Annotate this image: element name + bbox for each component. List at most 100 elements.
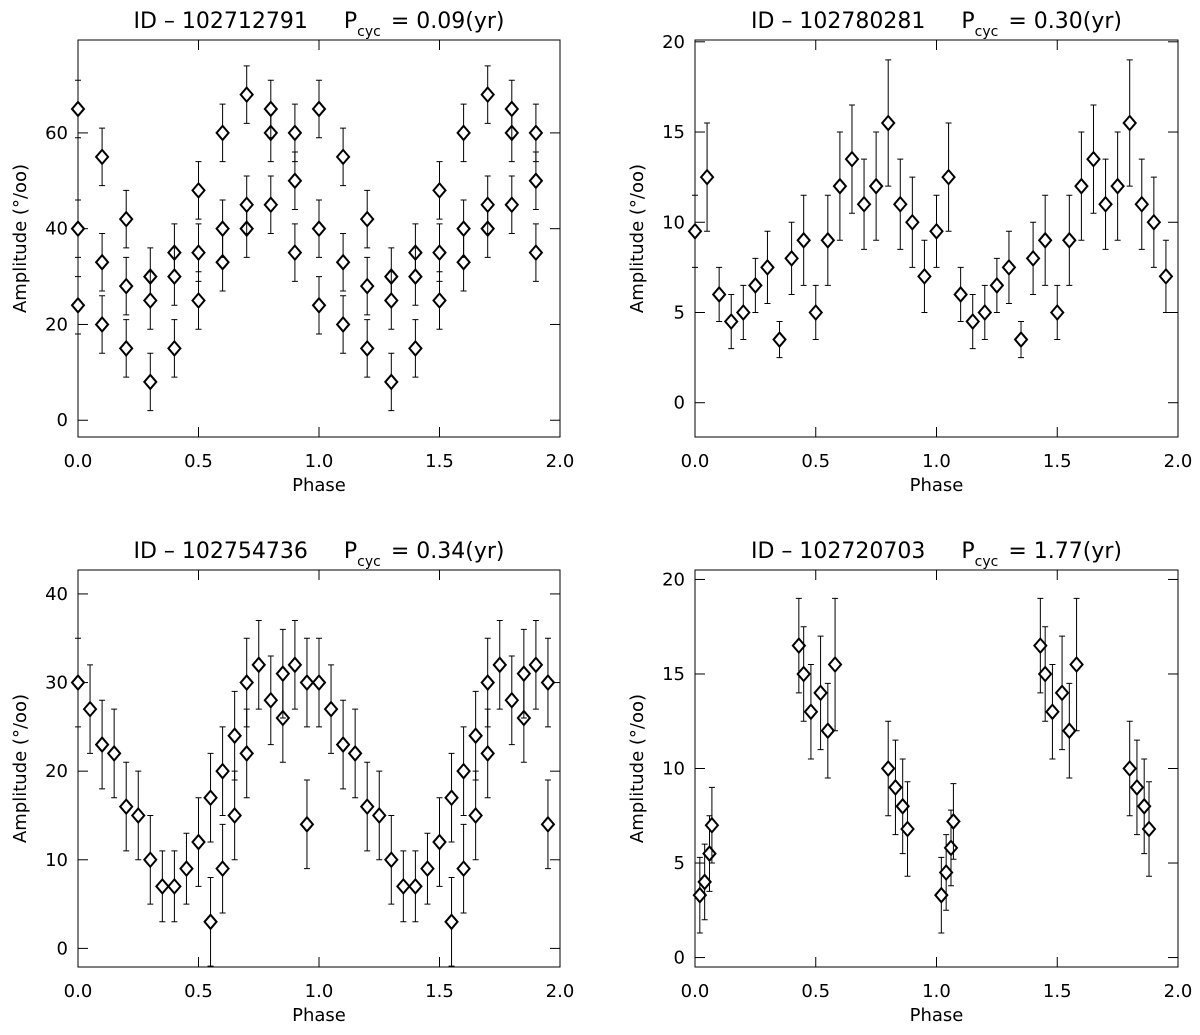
point (359, 798, 375, 816)
point (432, 244, 447, 262)
point (311, 296, 327, 314)
point (444, 913, 459, 931)
title-id: ID – 102754736 (133, 539, 307, 564)
y-tick-label: 30 (45, 673, 68, 694)
plot-frame (694, 569, 1179, 968)
point (880, 114, 896, 132)
point (480, 744, 496, 762)
y-axis-label: Amplitude (°/oo) (10, 164, 31, 313)
point (791, 637, 807, 655)
title-period: P (344, 539, 357, 564)
point (239, 744, 255, 762)
y-tick-label: 15 (662, 664, 685, 685)
point (142, 851, 158, 869)
point (492, 656, 508, 674)
y-tick-label: 20 (662, 32, 685, 53)
point (335, 736, 351, 754)
title-sub: cyc (357, 554, 381, 570)
point (118, 277, 134, 295)
point (383, 291, 399, 310)
point (408, 877, 423, 895)
x-tick-label: 1.0 (922, 981, 951, 1002)
point (420, 860, 435, 878)
point (432, 291, 447, 310)
point (1136, 797, 1152, 815)
point (1045, 703, 1060, 721)
title-id: ID – 102780281 (751, 9, 925, 34)
y-tick-label: 20 (45, 314, 68, 335)
point (359, 210, 375, 228)
point (82, 700, 98, 718)
point (227, 806, 242, 825)
y-tick-label: 0 (57, 938, 68, 959)
point (70, 220, 86, 238)
point (1049, 303, 1065, 322)
point (796, 231, 811, 249)
point (735, 303, 751, 322)
point (540, 815, 556, 833)
point (94, 253, 110, 271)
point (1122, 114, 1138, 132)
panel: ID – 102754736 Pcyc = 0.34(yr) 0.0 0.5 1.0 1.5… (10, 539, 574, 1026)
title-value: = 0.09(yr) (391, 9, 505, 34)
point (70, 296, 86, 314)
x-tick-label: 1.0 (305, 451, 334, 472)
point (155, 877, 170, 895)
point (444, 789, 459, 807)
point (118, 798, 134, 816)
point (299, 674, 315, 692)
point (70, 674, 86, 692)
x-tick-label: 2.0 (546, 981, 575, 1002)
point (130, 806, 146, 825)
x-tick-label: 0.5 (801, 981, 830, 1002)
point (191, 833, 206, 851)
point (888, 778, 903, 796)
point (215, 762, 230, 780)
y-tick-label: 0 (674, 393, 685, 414)
panel: ID – 102780281 Pcyc = 0.30(yr) 0.0 0.5 1.0 1.5… (627, 9, 1192, 496)
point (359, 339, 375, 357)
point (504, 100, 520, 118)
point (106, 744, 122, 762)
point (396, 877, 411, 895)
x-tick-label: 1.0 (922, 451, 951, 472)
point (516, 665, 532, 683)
point (215, 220, 230, 238)
point (118, 210, 134, 228)
point (711, 285, 727, 303)
point (287, 656, 303, 674)
point (70, 100, 86, 118)
point (1122, 759, 1138, 778)
x-tick-label: 0.5 (801, 451, 830, 472)
x-tick-label: 0.0 (64, 451, 93, 472)
y-tick-label: 40 (45, 219, 68, 240)
point (1110, 177, 1125, 195)
y-tick-label: 15 (662, 122, 685, 143)
title-id: ID – 102720703 (751, 539, 925, 564)
point (977, 303, 993, 322)
point (1037, 665, 1053, 683)
title-sub: cyc (975, 554, 999, 570)
point (504, 691, 520, 709)
point (702, 845, 717, 863)
x-axis-label: Phase (910, 475, 964, 496)
point (239, 674, 255, 692)
point (432, 833, 447, 851)
point (456, 762, 471, 780)
point (803, 703, 819, 721)
point (239, 196, 255, 214)
point (1062, 231, 1077, 249)
panel-title: ID – 102720703 Pcyc = 1.77(yr) (751, 539, 1122, 570)
point (760, 258, 775, 276)
y-tick-label: 10 (662, 212, 685, 233)
x-tick-label: 0.5 (184, 451, 213, 472)
point (456, 860, 471, 878)
point (299, 815, 315, 833)
title-sub: cyc (357, 24, 381, 40)
point (203, 789, 218, 807)
point (408, 339, 423, 357)
point (1025, 249, 1041, 267)
point (796, 665, 811, 683)
point (191, 291, 206, 310)
